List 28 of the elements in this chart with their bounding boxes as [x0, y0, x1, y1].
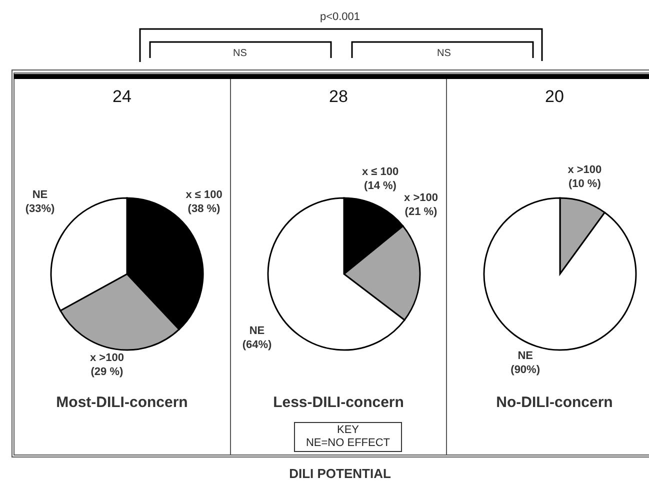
slice-label: NE	[249, 325, 265, 338]
chart-title: 28	[328, 87, 349, 107]
slice-label: x >100	[90, 352, 124, 364]
data-label: (10 %)	[568, 178, 602, 190]
text: Most-DILI-concern	[55, 394, 189, 411]
slice-label: x >100	[404, 192, 438, 204]
chart-title: 20	[544, 87, 565, 107]
slice-label: x ≤ 100	[186, 188, 222, 201]
text: NS	[437, 48, 452, 59]
text: p<0.001	[320, 11, 360, 23]
pie-slice	[483, 197, 637, 351]
data-label: (33%)	[25, 202, 56, 215]
key-box: KEY NE=NO EFFECT	[294, 422, 402, 452]
data-label: (29 %)	[90, 366, 124, 378]
slice-label: NE	[32, 188, 48, 201]
data-label: (64%)	[242, 339, 272, 352]
slice-label: x >100	[568, 164, 602, 176]
data-label: (38 %)	[188, 202, 221, 215]
data-label: (90%)	[510, 364, 540, 376]
slice-label: x ≤ 100	[362, 166, 399, 178]
text: NS	[233, 48, 248, 59]
text: Less-DILI-concern	[272, 394, 405, 411]
chart-title: 24	[112, 87, 132, 107]
text: DILI POTENTIAL	[289, 466, 391, 481]
data-label: (14 %)	[364, 180, 397, 192]
slice-label: NE	[518, 350, 533, 362]
data-label: (21 %)	[404, 206, 438, 218]
text: No-DILI-concern	[495, 394, 614, 411]
